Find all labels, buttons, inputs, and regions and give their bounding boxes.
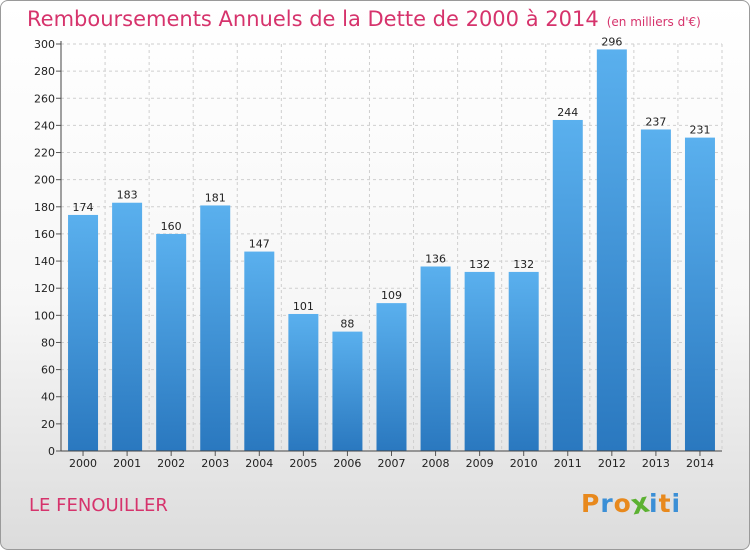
x-tick-label-2014: 2014 — [686, 457, 714, 470]
place-name: LE FENOUILLER — [29, 495, 168, 516]
bar-2010 — [508, 271, 539, 451]
data-label-2007: 109 — [381, 289, 402, 302]
x-tick-label-2003: 2003 — [201, 457, 229, 470]
bar-2004 — [244, 251, 275, 451]
logo-letter: i — [671, 489, 682, 518]
bar-2008 — [420, 266, 451, 451]
chart-title: Remboursements Annuels de la Dette de 20… — [27, 7, 701, 31]
x-tick-label-2004: 2004 — [245, 457, 273, 470]
bar-2013 — [640, 129, 671, 451]
x-tick-label-2005: 2005 — [289, 457, 317, 470]
y-tick-label: 80 — [41, 336, 55, 349]
y-tick-label: 200 — [34, 174, 55, 187]
x-tick-label-2001: 2001 — [113, 457, 141, 470]
data-label-2014: 231 — [689, 124, 710, 137]
y-tick-label: 140 — [34, 255, 55, 268]
bar-2009 — [464, 271, 495, 451]
logo-letter: o — [613, 489, 632, 518]
x-tick-label-2012: 2012 — [598, 457, 626, 470]
y-tick-label: 40 — [41, 391, 55, 404]
data-label-2011: 244 — [557, 106, 578, 119]
x-tick-label-2002: 2002 — [157, 457, 185, 470]
logo-letter: r — [600, 489, 614, 518]
x-tick-label-2009: 2009 — [466, 457, 494, 470]
proxiti-logo: Proxiti — [581, 486, 682, 521]
x-tick-label-2013: 2013 — [642, 457, 670, 470]
bar-2003 — [200, 205, 231, 451]
x-tick-label-2010: 2010 — [510, 457, 538, 470]
bar-2001 — [112, 202, 143, 451]
logo-letter: i — [649, 489, 659, 518]
y-tick-label: 300 — [34, 38, 55, 51]
y-tick-label: 160 — [34, 228, 55, 241]
chart-subtitle: (en milliers d'€) — [606, 15, 701, 29]
logo-letter: P — [581, 489, 601, 518]
data-label-2012: 296 — [601, 35, 622, 48]
bar-2002 — [156, 233, 187, 451]
data-label-2009: 132 — [469, 258, 490, 271]
bar-2000 — [68, 214, 99, 451]
bar-2014 — [684, 137, 715, 452]
y-tick-label: 260 — [34, 92, 55, 105]
data-label-2001: 183 — [117, 189, 138, 202]
data-label-2004: 147 — [249, 238, 270, 251]
data-label-2013: 237 — [645, 115, 666, 128]
data-label-2003: 181 — [205, 191, 226, 204]
y-tick-label: 20 — [41, 418, 55, 431]
y-tick-label: 180 — [34, 201, 55, 214]
y-tick-label: 120 — [34, 282, 55, 295]
logo-letter: t — [658, 489, 672, 518]
bars: 174 183 160 181 147 101 88 109 136 132 132 244 296 23… — [68, 35, 715, 452]
x-tick-label-2006: 2006 — [333, 457, 361, 470]
data-label-2002: 160 — [161, 220, 182, 233]
y-tick-label: 60 — [41, 364, 55, 377]
y-tick-label: 100 — [34, 309, 55, 322]
y-tick-label: 280 — [34, 65, 55, 78]
data-label-2005: 101 — [293, 300, 314, 313]
data-label-2010: 132 — [513, 258, 534, 271]
bar-2005 — [288, 313, 319, 451]
x-tick-label-2011: 2011 — [554, 457, 582, 470]
x-tick-label-2000: 2000 — [69, 457, 97, 470]
bar-2007 — [376, 303, 407, 451]
bar-2011 — [552, 119, 583, 452]
x-tick-label-2008: 2008 — [422, 457, 450, 470]
data-label-2000: 174 — [73, 201, 94, 214]
bar-2012 — [596, 49, 627, 451]
y-tick-label: 220 — [34, 147, 55, 160]
bar-2006 — [332, 331, 363, 451]
axes: 0 20 40 60 80 100 120 140 160 180 200 220 240 260 280 3… — [34, 38, 722, 470]
y-tick-label: 0 — [48, 445, 55, 458]
x-tick-label-2007: 2007 — [378, 457, 406, 470]
data-label-2006: 88 — [340, 318, 354, 331]
y-tick-label: 240 — [34, 119, 55, 132]
data-label-2008: 136 — [425, 252, 446, 265]
title-text: Remboursements Annuels de la Dette de 20… — [27, 7, 599, 31]
